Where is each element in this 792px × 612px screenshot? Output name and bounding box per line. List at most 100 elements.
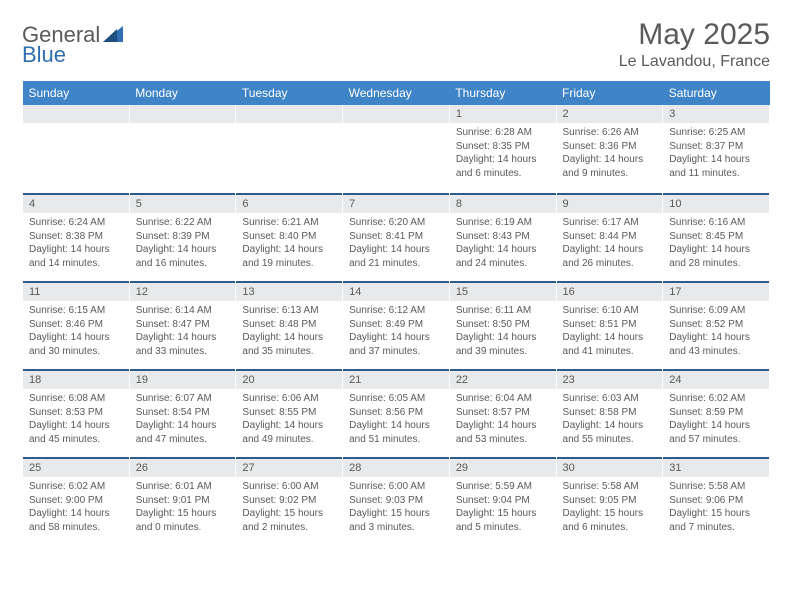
day-number: 1 xyxy=(450,105,556,123)
daylight-line: Daylight: 14 hours and 16 minutes. xyxy=(136,243,230,270)
daylight-line: Daylight: 14 hours and 49 minutes. xyxy=(242,419,336,446)
calendar-week: 11Sunrise: 6:15 AMSunset: 8:46 PMDayligh… xyxy=(23,281,770,369)
sunrise-line: Sunrise: 6:16 AM xyxy=(669,216,763,230)
daylight-line: Daylight: 14 hours and 57 minutes. xyxy=(669,419,763,446)
sunrise-line: Sunrise: 6:07 AM xyxy=(136,392,230,406)
sunrise-line: Sunrise: 5:58 AM xyxy=(669,480,763,494)
calendar-cell: 3Sunrise: 6:25 AMSunset: 8:37 PMDaylight… xyxy=(663,105,770,193)
sunset-line: Sunset: 9:03 PM xyxy=(349,494,443,508)
calendar-cell: 29Sunrise: 5:59 AMSunset: 9:04 PMDayligh… xyxy=(449,457,556,545)
calendar-cell: 23Sunrise: 6:03 AMSunset: 8:58 PMDayligh… xyxy=(556,369,663,457)
sunrise-line: Sunrise: 6:26 AM xyxy=(563,126,657,140)
day-number: 9 xyxy=(557,193,663,213)
day-number: 18 xyxy=(23,369,129,389)
day-number: 25 xyxy=(23,457,129,477)
sunrise-line: Sunrise: 6:04 AM xyxy=(456,392,550,406)
sunrise-line: Sunrise: 6:13 AM xyxy=(242,304,336,318)
day-details: Sunrise: 5:59 AMSunset: 9:04 PMDaylight:… xyxy=(450,477,556,538)
sunset-line: Sunset: 8:47 PM xyxy=(136,318,230,332)
day-header: Friday xyxy=(556,81,663,105)
sunrise-line: Sunrise: 6:11 AM xyxy=(456,304,550,318)
daylight-line: Daylight: 14 hours and 24 minutes. xyxy=(456,243,550,270)
day-details: Sunrise: 6:20 AMSunset: 8:41 PMDaylight:… xyxy=(343,213,449,274)
calendar-body: 1Sunrise: 6:28 AMSunset: 8:35 PMDaylight… xyxy=(23,105,770,545)
daylight-line: Daylight: 14 hours and 45 minutes. xyxy=(29,419,123,446)
sunset-line: Sunset: 9:05 PM xyxy=(563,494,657,508)
day-number: 26 xyxy=(130,457,236,477)
day-details: Sunrise: 5:58 AMSunset: 9:06 PMDaylight:… xyxy=(663,477,769,538)
calendar-cell: 14Sunrise: 6:12 AMSunset: 8:49 PMDayligh… xyxy=(343,281,450,369)
day-number: 28 xyxy=(343,457,449,477)
day-header: Sunday xyxy=(23,81,130,105)
sunrise-line: Sunrise: 6:24 AM xyxy=(29,216,123,230)
day-details: Sunrise: 6:14 AMSunset: 8:47 PMDaylight:… xyxy=(130,301,236,362)
calendar-week: 4Sunrise: 6:24 AMSunset: 8:38 PMDaylight… xyxy=(23,193,770,281)
day-number: 23 xyxy=(557,369,663,389)
calendar-cell: 26 Sunrise: 6:01 AMSunset: 9:01 PMDayligh… xyxy=(129,457,236,545)
day-details: Sunrise: 5:58 AMSunset: 9:05 PMDaylight:… xyxy=(557,477,663,538)
calendar-cell: 1Sunrise: 6:28 AMSunset: 8:35 PMDaylight… xyxy=(449,105,556,193)
sunset-line: Sunset: 9:06 PM xyxy=(669,494,763,508)
day-details: Sunrise: 6:02 AMSunset: 8:59 PMDaylight:… xyxy=(663,389,769,450)
calendar-cell: 8Sunrise: 6:19 AMSunset: 8:43 PMDaylight… xyxy=(449,193,556,281)
day-number: 20 xyxy=(236,369,342,389)
sunset-line: Sunset: 8:39 PM xyxy=(136,230,230,244)
empty-body xyxy=(130,123,236,144)
daylight-line: Daylight: 14 hours and 43 minutes. xyxy=(669,331,763,358)
sunrise-line: Sunrise: 6:22 AM xyxy=(136,216,230,230)
day-number: 5 xyxy=(130,193,236,213)
day-number: 17 xyxy=(663,281,769,301)
sunset-line: Sunset: 8:46 PM xyxy=(29,318,123,332)
daylight-line: Daylight: 14 hours and 9 minutes. xyxy=(563,153,657,180)
sunset-line: Sunset: 8:35 PM xyxy=(456,140,550,154)
calendar-cell: 5Sunrise: 6:22 AMSunset: 8:39 PMDaylight… xyxy=(129,193,236,281)
sunset-line: Sunset: 8:48 PM xyxy=(242,318,336,332)
daylight-line: Daylight: 14 hours and 28 minutes. xyxy=(669,243,763,270)
day-number: 14 xyxy=(343,281,449,301)
sunset-line: Sunset: 8:52 PM xyxy=(669,318,763,332)
day-number: 15 xyxy=(450,281,556,301)
day-details: Sunrise: 6:22 AMSunset: 8:39 PMDaylight:… xyxy=(130,213,236,274)
calendar-week: 18Sunrise: 6:08 AMSunset: 8:53 PMDayligh… xyxy=(23,369,770,457)
location: Le Lavandou, France xyxy=(619,53,770,71)
day-details: Sunrise: 6:11 AMSunset: 8:50 PMDaylight:… xyxy=(450,301,556,362)
empty-body xyxy=(236,123,342,144)
sunrise-line: Sunrise: 6:06 AM xyxy=(242,392,336,406)
calendar-cell: 27Sunrise: 6:00 AMSunset: 9:02 PMDayligh… xyxy=(236,457,343,545)
sunrise-line: Sunrise: 6:01 AM xyxy=(136,480,230,494)
month-title: May 2025 xyxy=(619,18,770,51)
daylight-line: Daylight: 14 hours and 51 minutes. xyxy=(349,419,443,446)
sunrise-line: Sunrise: 6:12 AM xyxy=(349,304,443,318)
calendar-cell xyxy=(23,105,130,193)
calendar-cell: 6Sunrise: 6:21 AMSunset: 8:40 PMDaylight… xyxy=(236,193,343,281)
calendar-cell: 17Sunrise: 6:09 AMSunset: 8:52 PMDayligh… xyxy=(663,281,770,369)
sunset-line: Sunset: 9:01 PM xyxy=(136,494,230,508)
day-number: 27 xyxy=(236,457,342,477)
daylight-line: Daylight: 15 hours and 7 minutes. xyxy=(669,507,763,534)
day-details: Sunrise: 6:12 AMSunset: 8:49 PMDaylight:… xyxy=(343,301,449,362)
daylight-line: Daylight: 14 hours and 6 minutes. xyxy=(456,153,550,180)
daylight-line: Daylight: 15 hours and 0 minutes. xyxy=(136,507,230,534)
calendar-cell: 10Sunrise: 6:16 AMSunset: 8:45 PMDayligh… xyxy=(663,193,770,281)
sunset-line: Sunset: 8:59 PM xyxy=(669,406,763,420)
sunrise-line: Sunrise: 6:19 AM xyxy=(456,216,550,230)
day-header: Thursday xyxy=(449,81,556,105)
calendar-cell: 25Sunrise: 6:02 AMSunset: 9:00 PMDayligh… xyxy=(23,457,130,545)
day-header: Saturday xyxy=(663,81,770,105)
daylight-line: Daylight: 14 hours and 41 minutes. xyxy=(563,331,657,358)
day-number: 11 xyxy=(23,281,129,301)
day-number: 31 xyxy=(663,457,769,477)
day-details: Sunrise: 6:24 AMSunset: 8:38 PMDaylight:… xyxy=(23,213,129,274)
day-details: Sunrise: 6:13 AMSunset: 8:48 PMDaylight:… xyxy=(236,301,342,362)
day-number: 8 xyxy=(450,193,556,213)
daylight-line: Daylight: 14 hours and 30 minutes. xyxy=(29,331,123,358)
day-details: Sunrise: 6:03 AMSunset: 8:58 PMDaylight:… xyxy=(557,389,663,450)
sunset-line: Sunset: 9:00 PM xyxy=(29,494,123,508)
sunrise-line: Sunrise: 6:21 AM xyxy=(242,216,336,230)
sunset-line: Sunset: 8:54 PM xyxy=(136,406,230,420)
calendar-page: General May 2025 Le Lavandou, France Blu… xyxy=(0,0,792,612)
sunrise-line: Sunrise: 6:15 AM xyxy=(29,304,123,318)
day-header: Tuesday xyxy=(236,81,343,105)
day-details: Sunrise: 6:07 AMSunset: 8:54 PMDaylight:… xyxy=(130,389,236,450)
daylight-line: Daylight: 14 hours and 19 minutes. xyxy=(242,243,336,270)
